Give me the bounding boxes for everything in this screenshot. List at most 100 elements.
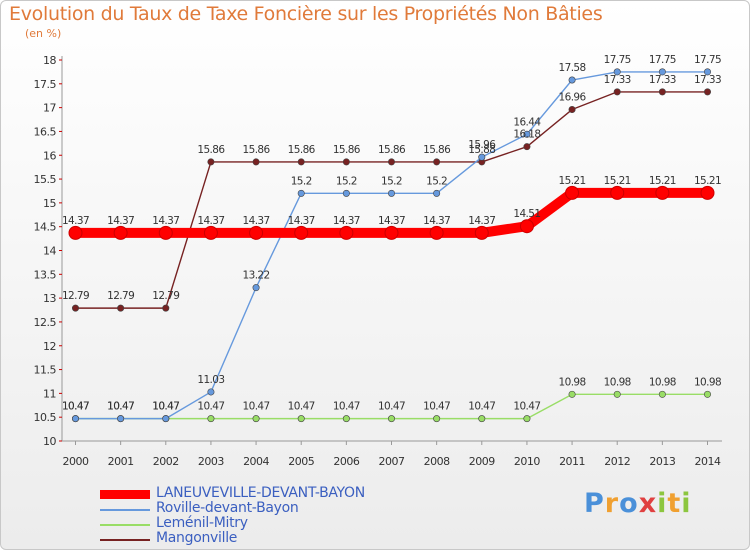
data-label: 10.98 [649,376,676,388]
data-label: 11.03 [197,374,224,386]
y-tick-label: 14.5 [34,221,57,234]
data-point [478,415,486,423]
logo-letter: t [667,488,682,519]
x-tick-label: 2004 [243,455,269,468]
data-label: 15.21 [559,175,586,187]
data-label: 10.47 [107,401,134,413]
data-label: 15.2 [426,175,447,187]
data-point [342,189,350,197]
data-label: 16.96 [559,92,587,104]
data-label: 10.47 [468,401,495,413]
data-label: 10.47 [107,401,134,413]
data-label: 14.37 [288,215,315,227]
data-point [384,225,399,240]
y-tick-label: 10 [43,435,56,448]
data-label: 15.21 [694,175,721,187]
data-label: 17.33 [694,74,721,86]
data-label: 14.37 [333,215,360,227]
legend-label: LANEUVEVILLE-DEVANT-BAYON [156,485,365,501]
data-label: 14.37 [62,215,89,227]
y-tick-label: 10.5 [34,411,57,424]
data-point [474,225,489,240]
data-point [429,225,444,240]
data-label: 15.88 [468,144,495,156]
data-point [387,158,395,166]
data-label: 13.22 [243,270,270,282]
data-label: 12.79 [107,290,134,302]
data-label: 10.47 [423,401,450,413]
y-tick-label: 13 [43,292,56,305]
data-label: 17.75 [604,54,631,66]
x-tick-label: 2002 [153,455,179,468]
data-point [433,158,441,166]
series-line-1 [74,71,709,420]
data-label: 17.58 [559,62,586,74]
data-label: 14.37 [378,215,405,227]
data-label: 15.86 [197,144,225,156]
data-point [252,158,260,166]
logo-letter: x [638,488,658,519]
x-tick-label: 2014 [695,455,721,468]
x-tick-label: 2001 [108,455,134,468]
data-label: 17.33 [604,74,631,86]
data-label: 15.86 [423,144,451,156]
data-point [158,225,173,240]
data-label: 15.86 [378,144,406,156]
legend-label: Mangonville [156,530,238,546]
data-point [433,189,441,197]
data-label: 15.2 [381,175,402,187]
data-point [162,304,170,312]
data-point [342,158,350,166]
data-point [703,390,711,398]
data-point [207,158,215,166]
data-point [297,415,305,423]
legend-label: Leménil-Mitry [156,515,248,531]
data-point [433,415,441,423]
data-point [72,304,80,312]
data-point [610,185,625,200]
x-tick-label: 2010 [514,455,540,468]
data-point [68,225,83,240]
data-point [568,390,576,398]
data-point [523,415,531,423]
data-point [252,284,260,292]
data-point [342,415,350,423]
data-point [655,185,670,200]
y-tick-label: 12 [43,340,56,353]
legend-swatch [100,509,150,511]
legend-swatch [100,539,150,541]
data-label: 12.79 [152,290,179,302]
data-point [117,415,125,423]
data-label: 15.86 [243,144,271,156]
x-tick-label: 2000 [63,455,89,468]
data-label: 15.2 [336,175,357,187]
y-tick-label: 16.5 [34,125,57,138]
data-label: 14.37 [468,215,495,227]
data-label: 12.79 [62,290,89,302]
data-point [658,68,666,76]
y-tick-label: 14 [43,245,56,258]
legend-label: Roville-devant-Bayon [156,500,299,516]
data-label: 14.37 [152,215,179,227]
y-tick-label: 17.5 [34,78,57,91]
data-point [252,415,260,423]
y-tick-label: 18 [43,54,56,67]
data-label: 16.18 [513,129,540,141]
data-label: 17.33 [649,74,676,86]
logo-letter: P [584,488,605,519]
data-point [703,68,711,76]
logo-letter: i [657,488,668,519]
x-tick-label: 2011 [559,455,585,468]
data-point [203,225,218,240]
data-label: 14.37 [243,215,270,227]
data-point [703,88,711,96]
data-point [162,415,170,423]
data-label: 10.47 [152,401,179,413]
data-label: 15.96 [468,139,496,151]
data-label: 10.47 [152,401,179,413]
logo-letter: r [604,488,620,519]
data-label: 14.37 [423,215,450,227]
data-label: 10.98 [559,376,586,388]
data-label: 15.21 [604,175,631,187]
